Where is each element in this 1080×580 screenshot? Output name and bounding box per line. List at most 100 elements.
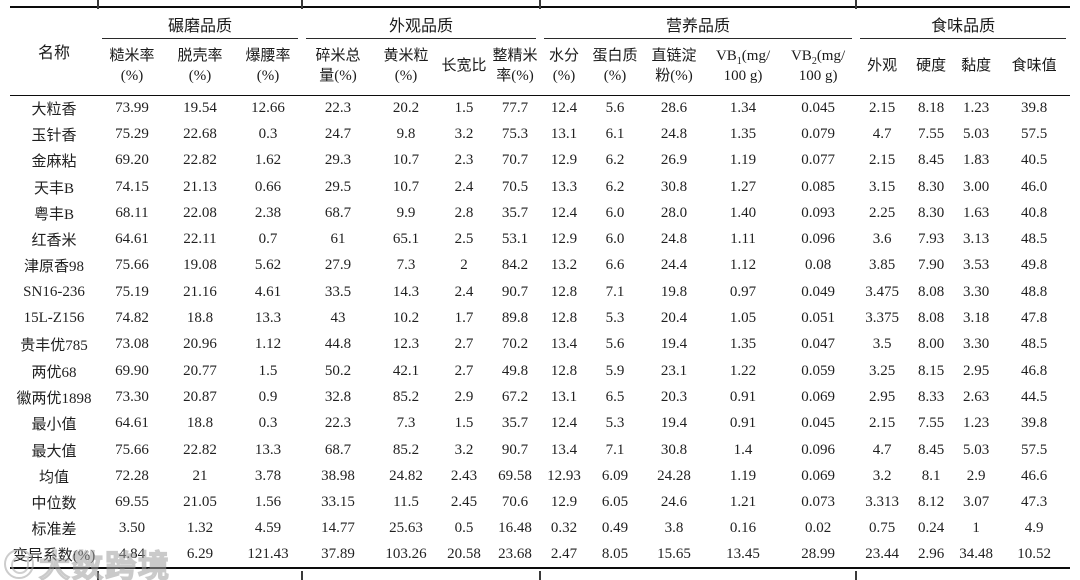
cell-value: 8.30	[917, 204, 945, 221]
cell-value: 1.5	[454, 99, 474, 116]
cell-value: 49.8	[501, 362, 529, 379]
cell-value: 1.22	[729, 362, 757, 379]
cell-value: 1.63	[962, 204, 990, 221]
cell-value: 1.23	[962, 99, 990, 116]
cell-value: 20.58	[447, 546, 481, 563]
cell-value: 8.15	[917, 362, 945, 379]
cell-value: 18.8	[186, 415, 214, 432]
rice-quality-table: 名称 碾磨品质 外观品质 营养品质 食味品质 糙米率 (%) 脱壳率 (%) 爆腰率…	[10, 6, 1071, 570]
cell-value: 121.43	[247, 546, 289, 563]
cell-value: 15.65	[657, 546, 691, 563]
cell-value: 12.8	[550, 283, 578, 300]
col-header-hardness: 硬度	[908, 39, 955, 96]
cell-value: 1.11	[730, 231, 756, 248]
cell-value: 13.1	[550, 125, 578, 142]
cell-value: 6.1	[605, 125, 625, 142]
cell-value: 3.5	[872, 336, 892, 353]
cell-value: 74.82	[115, 310, 149, 327]
col-header-taste-value: 食味值	[998, 39, 1071, 96]
cell-value: 3.15	[868, 178, 896, 195]
cell-value: 13.4	[550, 441, 578, 458]
cell-value: 0.91	[729, 388, 757, 405]
col-header-stickiness: 黏度	[954, 39, 999, 96]
cell-value: 0.75	[868, 520, 896, 537]
group-header-milling-quality: 碾磨品质	[98, 7, 302, 39]
cell-value: 85.2	[392, 388, 420, 405]
cell-value: 75.3	[501, 125, 529, 142]
col-header-brown-rice-rate: 糙米率 (%)	[98, 39, 166, 96]
cell-value: 3.2	[454, 441, 474, 458]
cell-value: 0.073	[801, 494, 835, 511]
cell-value: 73.99	[115, 99, 149, 116]
table-row: 最大值 75.66 22.82 13.3 68.7 85.2 3.2 90.7 13.4 7.1 3…	[10, 437, 1070, 463]
cell-value: 13.4	[550, 336, 578, 353]
cell-value: 22.3	[324, 415, 352, 432]
cell-value: 5.6	[605, 99, 625, 116]
cell-value: 5.62	[254, 257, 282, 274]
cell-value: 0.045	[801, 99, 835, 116]
cell-value: 1.12	[729, 257, 757, 274]
cell-value: 22.82	[183, 152, 217, 169]
cell-value: 4.7	[872, 125, 892, 142]
table-row: 贵丰优785 73.08 20.96 1.12 44.8 12.3 2.7 70.2 13.4 5…	[10, 332, 1070, 358]
cell-value: 24.7	[324, 125, 352, 142]
cell-value: 13.3	[550, 178, 578, 195]
cell-value: 9.9	[396, 204, 416, 221]
cell-value: 2.96	[917, 546, 945, 563]
cell-value: 10.7	[392, 178, 420, 195]
col-header-moisture: 水分 (%)	[540, 39, 589, 96]
cell-value: 18.8	[186, 310, 214, 327]
cell-value: 5.9	[605, 362, 625, 379]
cell-value: 1.62	[254, 152, 282, 169]
column-separator-tick	[855, 571, 857, 580]
cell-value: 2.47	[550, 546, 578, 563]
cell-value: 1.19	[729, 152, 757, 169]
column-separator-tick	[539, 571, 541, 580]
group-label: 外观品质	[389, 17, 454, 35]
cell-value: 12.8	[550, 362, 578, 379]
cell-value: 73.08	[115, 336, 149, 353]
cell-value: 0.069	[801, 467, 835, 484]
cell-value: 6.0	[605, 231, 625, 248]
cell-value: 1.35	[729, 336, 757, 353]
table-row: 标准差 3.50 1.32 4.59 14.77 25.63 0.5 16.48 0.32 0.4…	[10, 516, 1070, 542]
cell-value: 19.8	[660, 283, 688, 300]
table-row: 天丰B 74.15 21.13 0.66 29.5 10.7 2.4 70.5 13.3 6.2 3…	[10, 174, 1070, 200]
cell-value: 2.5	[454, 231, 474, 248]
cell-value: 6.2	[605, 178, 625, 195]
cell-value: 0.085	[801, 178, 835, 195]
cell-value: 67.2	[501, 388, 529, 405]
cell-value: 26.9	[660, 152, 688, 169]
cell-value: 22.68	[183, 125, 217, 142]
cell-value: 48.5	[1020, 336, 1048, 353]
name-column-header: 名称	[10, 7, 98, 96]
cell-value: 0.16	[729, 520, 757, 537]
cell-value: 1.19	[729, 467, 757, 484]
cell-value: 57.5	[1020, 125, 1048, 142]
cell-value: 21.13	[183, 178, 217, 195]
cell-value: 12.4	[550, 415, 578, 432]
cell-value: 90.7	[501, 441, 529, 458]
cell-value: 4.84	[118, 546, 146, 563]
cell-value: 72.28	[115, 467, 149, 484]
group-label: 碾磨品质	[168, 17, 233, 35]
cell-value: 3.07	[962, 494, 990, 511]
cell-value: 1.23	[962, 415, 990, 432]
row-label: 最大值	[31, 443, 77, 460]
cell-value: 0.9	[258, 388, 278, 405]
table-row: 最小值 64.61 18.8 0.3 22.3 7.3 1.5 35.7 12.4 5.3 19.4…	[10, 411, 1070, 437]
cell-value: 2.7	[454, 362, 474, 379]
cell-value: 69.55	[115, 494, 149, 511]
cell-value: 77.7	[501, 99, 529, 116]
cell-value: 4.9	[1024, 520, 1044, 537]
col-header-head-rice-rate: 整精米 率(%)	[490, 39, 541, 96]
cell-value: 1.32	[186, 520, 214, 537]
cell-value: 2.7	[454, 336, 474, 353]
cell-value: 8.45	[917, 441, 945, 458]
cell-value: 20.4	[660, 310, 688, 327]
cell-value: 7.1	[605, 441, 625, 458]
cell-value: 61	[330, 231, 346, 248]
cell-value: 21.16	[183, 283, 217, 300]
cell-value: 24.82	[389, 467, 423, 484]
cell-value: 7.1	[605, 283, 625, 300]
